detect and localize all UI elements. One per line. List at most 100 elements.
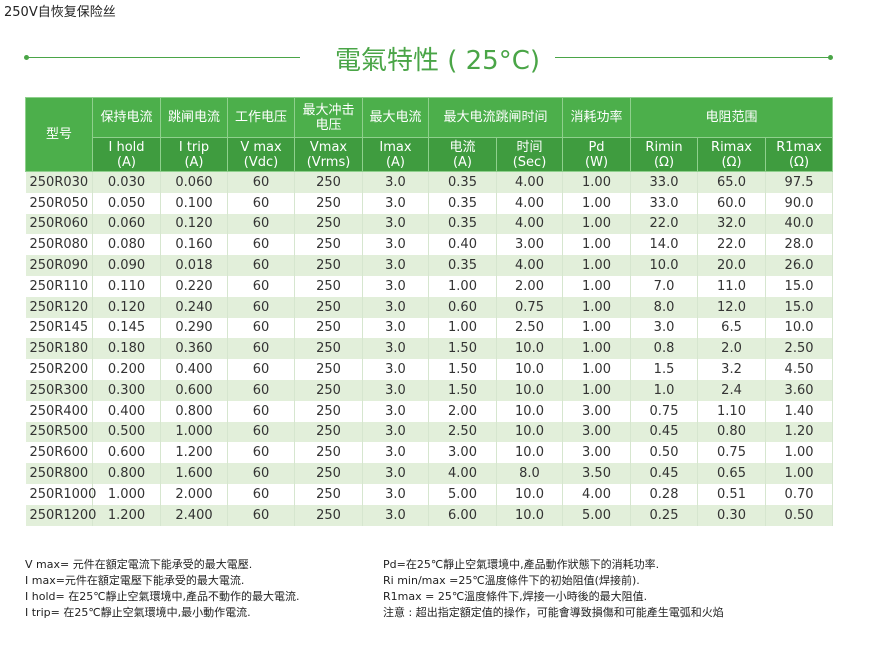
table-cell: 0.35 — [428, 213, 497, 235]
table-cell: 3.0 — [362, 275, 429, 297]
table-cell: 22.0 — [697, 234, 767, 256]
table-cell: 11.0 — [697, 275, 767, 297]
table-cell: 3.0 — [362, 400, 429, 422]
table-cell: 0.45 — [630, 463, 699, 484]
section-title: 電氣特性 ( 25°C) — [334, 46, 541, 76]
table-cell: 3.0 — [362, 379, 429, 401]
table-cell: 10.0 — [496, 359, 564, 380]
header-cell: Rimax (Ω) — [697, 137, 767, 172]
table-cell: 1.000 — [160, 421, 228, 443]
header-line: Vmax — [309, 139, 348, 155]
table-cell: 0.120 — [160, 213, 228, 235]
table-cell: 0.80 — [697, 421, 767, 443]
table-cell: 0.65 — [697, 463, 767, 484]
table-cell: 0.500 — [92, 421, 161, 443]
table-cell: 60 — [227, 483, 295, 505]
header-cell: 时间 (Sec) — [495, 137, 564, 172]
table-cell: 3.0 — [362, 255, 429, 276]
table-cell: 250 — [294, 275, 363, 297]
header-line: Rimin — [645, 139, 683, 155]
table-cell: 2.50 — [496, 317, 564, 339]
table-cell: 0.75 — [630, 400, 699, 422]
table-cell: 1.40 — [765, 400, 834, 422]
table-cell: 0.160 — [160, 234, 228, 256]
table-cell: 4.00 — [562, 483, 632, 505]
table-cell: 0.800 — [92, 463, 161, 484]
table-cell: 3.00 — [562, 442, 632, 464]
table-cell: 3.0 — [362, 442, 429, 464]
table-row: 250R120 0.120 0.240 60 250 3.0 0.60 0.75 1.00 8.0… — [25, 296, 834, 318]
table-cell: 33.0 — [630, 192, 699, 214]
header-line: R1max — [776, 139, 822, 155]
table-cell: 60 — [227, 463, 295, 484]
table-cell: 60 — [227, 192, 295, 214]
table-cell: 2.000 — [160, 483, 228, 505]
table-cell: 0.8 — [630, 338, 699, 360]
table-cell: 0.050 — [92, 192, 161, 214]
table-cell: 60 — [227, 317, 295, 339]
table-cell: 1.0 — [630, 379, 699, 401]
table-cell: 0.600 — [160, 379, 228, 401]
header-line: (W) — [585, 154, 609, 170]
rule-dot — [24, 55, 29, 60]
note-line: Ri min/max =25℃溫度條件下的初始阻值(焊接前). — [383, 574, 640, 587]
table-cell: 10.0 — [496, 338, 564, 360]
title-rule — [555, 57, 830, 58]
table-cell: 3.0 — [362, 213, 429, 235]
table-cell: 250R500 — [25, 421, 93, 443]
table-cell: 3.00 — [562, 421, 632, 443]
note-line: I trip= 在25℃靜止空氣環境中,最小動作電流. — [25, 606, 251, 619]
header-line: I hold — [108, 139, 145, 155]
table-cell: 1.00 — [428, 275, 497, 297]
table-cell: 250 — [294, 234, 363, 256]
note-line: 注意 : 超出指定額定值的操作，可能會導致損傷和可能產生電弧和火焰 — [383, 606, 724, 619]
header-line: I trip — [178, 139, 210, 155]
table-cell: 4.00 — [496, 255, 564, 276]
table-cell: 250R030 — [25, 171, 93, 193]
header-cell: 最大电流跳闸时间 — [427, 97, 564, 138]
table-cell: 0.50 — [765, 504, 834, 526]
table-cell: 0.220 — [160, 275, 228, 297]
header-cell: V max (Vdc) — [227, 137, 295, 172]
table-cell: 60 — [227, 504, 295, 526]
table-cell: 1.00 — [562, 317, 632, 339]
table-row: 250R1200 1.200 2.400 60 250 3.0 6.00 10.0 5.00 0.… — [25, 504, 834, 526]
table-cell: 0.75 — [697, 442, 767, 464]
table-cell: 1.50 — [428, 359, 497, 380]
table-cell: 3.60 — [765, 379, 834, 401]
table-cell: 250R600 — [25, 442, 93, 464]
header-line: V max — [240, 139, 282, 155]
note-line: V max= 元件在額定電流下能承受的最大電壓. — [25, 558, 253, 571]
table-cell: 250 — [294, 400, 363, 422]
table-cell: 60 — [227, 442, 295, 464]
header-cell: 消耗功率 — [562, 97, 632, 138]
table-cell: 0.100 — [160, 192, 228, 214]
header-cell: Pd (W) — [562, 137, 632, 172]
header-line: (Sec) — [512, 154, 547, 170]
table-row: 250R030 0.030 0.060 60 250 3.0 0.35 4.00 1.00 33.… — [25, 171, 834, 193]
table-cell: 0.35 — [428, 171, 497, 193]
table-row: 250R300 0.300 0.600 60 250 3.0 1.50 10.0 1.00 1.0… — [25, 379, 834, 401]
spec-table: 型号 保持电流 跳闸电流 工作电压 最大冲击电压 最大电流 最大电流跳闸时间 消耗功率 电阻范围… — [25, 97, 834, 526]
table-cell: 1.00 — [562, 192, 632, 214]
table-cell: 7.0 — [630, 275, 699, 297]
header-cell: 最大电流 — [362, 97, 429, 138]
table-cell: 2.50 — [428, 421, 497, 443]
table-cell: 3.0 — [362, 317, 429, 339]
table-cell: 1.5 — [630, 359, 699, 380]
table-cell: 250R050 — [25, 192, 93, 214]
table-cell: 3.0 — [362, 338, 429, 360]
header-cell: I trip (A) — [160, 137, 228, 172]
table-cell: 0.180 — [92, 338, 161, 360]
table-cell: 5.00 — [562, 504, 632, 526]
table-cell: 3.00 — [428, 442, 497, 464]
table-cell: 4.00 — [496, 171, 564, 193]
table-cell: 60 — [227, 171, 295, 193]
note-line: R1max = 25℃溫度條件下,焊接一小時後的最大阻值. — [383, 590, 648, 603]
table-cell: 0.28 — [630, 483, 699, 505]
table-cell: 22.0 — [630, 213, 699, 235]
table-cell: 0.018 — [160, 255, 228, 276]
table-cell: 250R400 — [25, 400, 93, 422]
note-line: Pd=在25℃靜止空氣環境中,產品動作狀態下的消耗功率. — [383, 558, 660, 571]
table-row: 250R400 0.400 0.800 60 250 3.0 2.00 10.0 3.00 0.7… — [25, 400, 834, 422]
